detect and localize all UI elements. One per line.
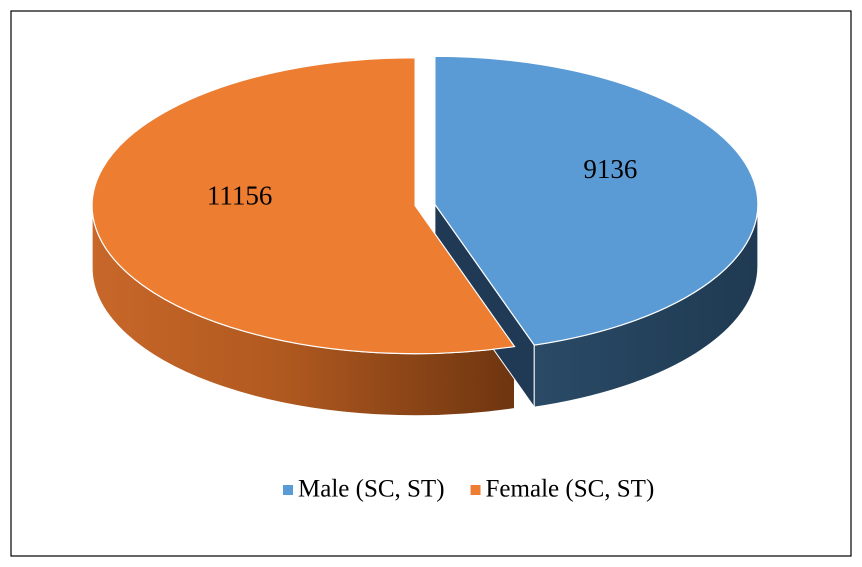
slice: [434, 55, 759, 346]
data-label: 9136: [583, 154, 637, 184]
legend-label: Male (SC, ST): [298, 476, 445, 503]
legend-label: Female (SC, ST): [486, 476, 655, 503]
legend-swatch: [470, 485, 481, 495]
legend-swatch: [283, 485, 293, 495]
slice: [91, 57, 516, 355]
data-label: 11156: [207, 181, 273, 211]
chart-border: [10, 10, 852, 557]
